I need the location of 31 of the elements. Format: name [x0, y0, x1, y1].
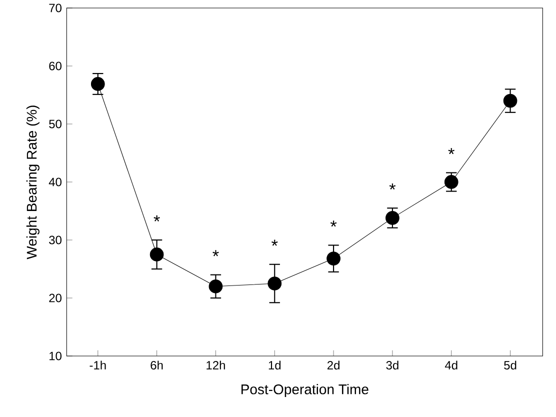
y-tick-label: 20	[49, 294, 62, 302]
annotation: *	[389, 183, 396, 190]
y-tick-label: 50	[49, 120, 62, 128]
point	[208, 279, 223, 294]
x-tick-label: 12h	[206, 360, 225, 370]
x-tick-label: -1h	[90, 360, 106, 370]
x-tick-label: 5d	[504, 360, 516, 370]
annotation: *	[330, 220, 337, 227]
y-tick-label: 30	[49, 236, 62, 244]
point	[268, 276, 282, 290]
annotation: *	[448, 148, 454, 154]
y-axis-title: Weight Bearing Rate (%)	[26, 106, 40, 260]
x-tick-label: 2d	[327, 360, 340, 370]
y-tick-label: 70	[49, 4, 62, 12]
point	[386, 211, 400, 225]
x-tick-label: 4d	[444, 360, 458, 370]
x-tick-label: 3d	[386, 360, 398, 370]
y-tick-label: 10	[50, 352, 62, 360]
point	[444, 175, 458, 189]
annotation: *	[154, 215, 160, 222]
point	[150, 248, 164, 262]
x-axis-title: Post-Operation Time	[242, 384, 368, 398]
annotation: *	[272, 240, 278, 246]
annotation: *	[212, 250, 219, 256]
point	[503, 94, 518, 108]
point	[326, 252, 340, 266]
x-tick-label: 6h	[150, 360, 163, 370]
x-tick-label: 1d	[268, 360, 281, 370]
y-tick-label: 40	[48, 178, 62, 186]
point	[90, 77, 105, 91]
y-tick-label: 60	[49, 62, 62, 70]
